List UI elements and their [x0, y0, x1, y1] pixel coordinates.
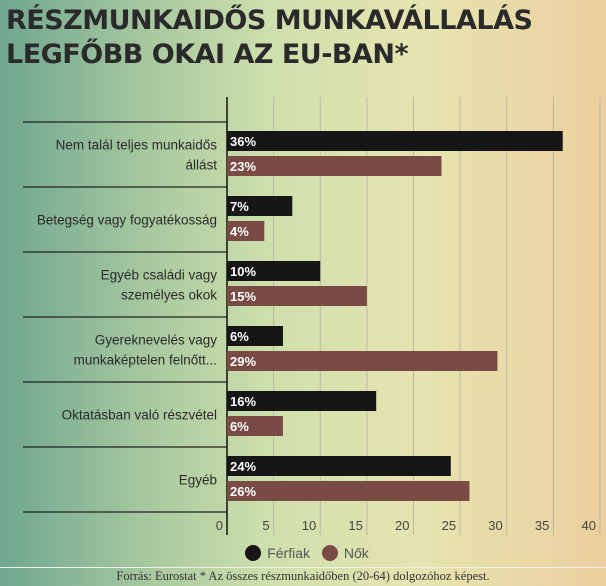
data-label: 24% — [230, 459, 256, 474]
bar-chart: 0 5 10 15 20 25 30 35 40 Nem talál teljes munkaid… — [23, 97, 601, 535]
x-tick-label: 20 — [395, 518, 409, 533]
bar-ferfiak — [227, 131, 563, 151]
x-tick-label: 10 — [302, 518, 316, 533]
legend-label-nok: Nők — [343, 545, 369, 561]
x-tick-label: 5 — [262, 518, 269, 533]
data-label: 16% — [230, 394, 256, 409]
data-label: 6% — [230, 419, 249, 434]
data-label: 10% — [230, 264, 256, 279]
x-tick-label: 35 — [535, 518, 549, 533]
legend-swatch-ferfiak — [245, 545, 262, 561]
bar-nok — [227, 156, 442, 176]
bar-nok — [227, 416, 283, 436]
data-label: 4% — [230, 224, 249, 239]
category-label: állást — [185, 158, 217, 173]
legend-label-ferfiak: Férfiak — [267, 545, 310, 561]
data-label: 36% — [230, 134, 256, 149]
data-label: 15% — [230, 289, 256, 304]
data-label: 26% — [230, 484, 256, 499]
category-label: Betegség vagy fogyatékosság — [37, 213, 217, 228]
bar-nok — [227, 286, 367, 306]
x-tick-label: 25 — [442, 518, 456, 533]
x-tick-label: 15 — [348, 518, 362, 533]
source-footnote: Forrás: Eurostat * Az összes részmunkaid… — [0, 567, 606, 584]
bar-nok — [227, 481, 470, 501]
x-tick-label: 30 — [488, 518, 502, 533]
category-label: Egyéb családi vagy — [101, 268, 218, 283]
bar-ferfiak — [227, 391, 377, 411]
category-label: Nem talál teljes munkaidős — [56, 138, 218, 153]
category-label: személyes okok — [121, 288, 217, 303]
category-label: Gyereknevelés vagy — [95, 333, 218, 348]
bar-ferfiak — [227, 456, 451, 476]
bar-ferfiak — [227, 326, 283, 346]
legend-swatch-nok — [321, 545, 338, 561]
data-label: 29% — [230, 354, 256, 369]
data-label: 23% — [230, 159, 256, 174]
category-label: Oktatásban való részvétel — [62, 408, 217, 423]
data-label: 7% — [230, 199, 249, 214]
legend: Férfiak Nők — [0, 545, 606, 561]
bar-ferfiak — [227, 196, 293, 216]
category-label: Egyéb — [179, 473, 217, 488]
chart-title: RÉSZMUNKAIDŐS MUNKAVÁLLALÁS LEGFŐBB OKAI… — [6, 4, 606, 72]
x-tick-label: 0 — [216, 518, 223, 533]
chart-title-text: RÉSZMUNKAIDŐS MUNKAVÁLLALÁS LEGFŐBB OKAI… — [6, 5, 533, 70]
bar-nok — [227, 351, 498, 371]
bar-ferfiak — [227, 261, 321, 281]
category-label: munkaképtelen felnőtt... — [74, 353, 217, 368]
x-tick-label: 40 — [582, 518, 596, 533]
bar-nok — [227, 221, 265, 241]
data-label: 6% — [230, 329, 249, 344]
